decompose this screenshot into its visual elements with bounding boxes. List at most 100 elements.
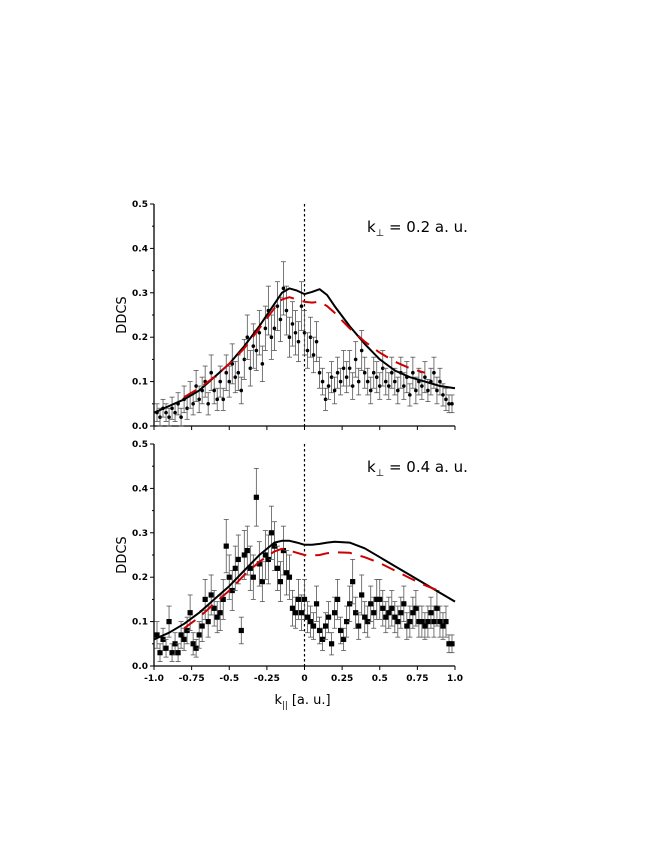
data-point bbox=[154, 632, 160, 638]
data-point bbox=[311, 353, 316, 357]
data-point bbox=[259, 579, 265, 585]
data-point bbox=[221, 397, 226, 402]
data-point bbox=[202, 596, 208, 602]
panel-annotation-rest: = 0.4 a. u. bbox=[384, 458, 468, 476]
data-point bbox=[423, 375, 427, 379]
data-point bbox=[187, 610, 193, 616]
data-point bbox=[440, 623, 446, 629]
data-point bbox=[224, 370, 229, 375]
bottom-panel: 0.0 0.1 0.2 0.3 0.4 0.5 -1.0 -0.75 -0.5 -0.25 0 0.2… bbox=[115, 440, 468, 710]
data-point bbox=[347, 366, 352, 371]
data-point bbox=[359, 592, 365, 598]
data-point bbox=[169, 650, 175, 656]
x-axis-title-main: k bbox=[275, 693, 283, 708]
data-point bbox=[170, 406, 174, 411]
data-point bbox=[269, 335, 274, 340]
data-point bbox=[380, 605, 386, 611]
data-point bbox=[368, 601, 374, 607]
data-point bbox=[338, 379, 343, 384]
data-point bbox=[437, 619, 443, 625]
data-point bbox=[450, 402, 454, 406]
data-point bbox=[278, 317, 283, 322]
data-point bbox=[283, 570, 290, 576]
data-point bbox=[271, 543, 277, 549]
data-point bbox=[272, 326, 277, 331]
data-point bbox=[404, 623, 410, 629]
y-tick-label: 0.0 bbox=[132, 422, 148, 432]
data-point bbox=[308, 335, 313, 340]
data-point bbox=[293, 330, 298, 335]
data-point bbox=[179, 415, 183, 419]
data-point bbox=[220, 596, 226, 602]
y-tick-label: 0.4 bbox=[132, 484, 148, 494]
data-point bbox=[286, 574, 293, 580]
panel-annotation: k⊥ = 0.4 a. u. bbox=[367, 458, 468, 479]
data-point bbox=[414, 388, 418, 393]
data-point bbox=[206, 402, 210, 406]
data-point bbox=[253, 494, 259, 500]
x-tick-label: -1.0 bbox=[144, 674, 164, 684]
data-point bbox=[212, 388, 216, 393]
data-point bbox=[299, 304, 304, 308]
top-panel: 0.0 0.1 0.2 0.3 0.4 0.5 DDCS k⊥ = 0.2 a. u. bbox=[115, 200, 468, 432]
data-point bbox=[313, 601, 320, 607]
data-point bbox=[158, 415, 162, 419]
data-point bbox=[281, 286, 286, 291]
data-point bbox=[356, 379, 361, 384]
data-point bbox=[374, 375, 379, 379]
data-point bbox=[191, 402, 195, 406]
data-point bbox=[254, 348, 259, 353]
data-point bbox=[434, 605, 440, 611]
data-point bbox=[362, 370, 367, 375]
data-point bbox=[444, 397, 448, 402]
data-point bbox=[332, 610, 338, 616]
data-point bbox=[301, 596, 308, 602]
data-point bbox=[431, 619, 437, 625]
data-point bbox=[181, 636, 187, 642]
data-point bbox=[362, 614, 368, 620]
data-point bbox=[395, 619, 401, 625]
data-point bbox=[284, 308, 289, 313]
data-point bbox=[365, 379, 370, 384]
data-point bbox=[248, 366, 253, 371]
data-point bbox=[407, 619, 413, 625]
data-point bbox=[432, 370, 436, 375]
data-point bbox=[410, 610, 416, 616]
data-point bbox=[335, 370, 340, 375]
data-point bbox=[157, 650, 163, 656]
data-point bbox=[287, 335, 292, 340]
data-point bbox=[347, 601, 353, 607]
data-point bbox=[235, 556, 241, 563]
data-point bbox=[238, 627, 244, 634]
data-point bbox=[371, 370, 376, 375]
data-point bbox=[205, 619, 211, 625]
data-point bbox=[392, 614, 398, 620]
data-point bbox=[215, 397, 220, 402]
data-point bbox=[296, 339, 301, 344]
data-point bbox=[217, 610, 223, 616]
data-point bbox=[262, 552, 268, 558]
data-point bbox=[199, 623, 205, 629]
data-point bbox=[226, 574, 232, 580]
data-point bbox=[214, 614, 220, 620]
x-axis-title: k|| [a. u.] bbox=[275, 693, 331, 710]
data-point bbox=[218, 379, 223, 384]
x-tick-label: 0.5 bbox=[372, 674, 388, 684]
data-point bbox=[368, 388, 373, 393]
data-point bbox=[398, 610, 404, 616]
data-point bbox=[305, 348, 310, 353]
data-point bbox=[353, 357, 358, 362]
data-point bbox=[350, 579, 356, 585]
data-point bbox=[449, 641, 455, 647]
data-point bbox=[302, 330, 307, 335]
data-point bbox=[292, 610, 299, 616]
data-point bbox=[377, 384, 382, 388]
data-point bbox=[307, 619, 314, 625]
data-point bbox=[196, 632, 202, 638]
data-point bbox=[322, 623, 329, 629]
data-point bbox=[223, 543, 229, 549]
data-point bbox=[167, 415, 171, 419]
data-point bbox=[425, 619, 431, 625]
data-point bbox=[197, 397, 201, 402]
data-point bbox=[184, 627, 190, 634]
